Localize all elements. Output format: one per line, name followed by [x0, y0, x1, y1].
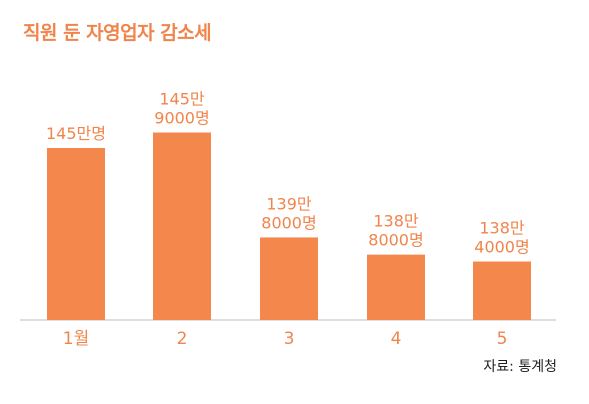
data-label-5-line-2: 4000명	[474, 238, 529, 257]
bar-5	[473, 261, 531, 320]
source-note: 자료: 통계청	[483, 359, 557, 375]
x-tick-label-5: 5	[497, 329, 508, 349]
data-label-5-line-1: 138만	[479, 219, 525, 238]
x-tick-label-1: 1월	[63, 329, 89, 349]
x-tick-label-2: 2	[177, 329, 188, 349]
data-label-3-line-1: 139만	[266, 194, 312, 213]
data-label-2-line-1: 145만	[159, 90, 205, 109]
data-label-1-line-1: 145만명	[46, 124, 106, 143]
data-label-2-line-2: 9000명	[154, 109, 209, 128]
data-label-4-line-2: 8000명	[368, 231, 423, 250]
data-label-4-line-1: 138만	[373, 212, 419, 231]
bar-3	[260, 237, 318, 320]
chart-title: 직원 둔 자영업자 감소세	[23, 22, 212, 44]
x-tick-label-3: 3	[284, 329, 295, 349]
bar-2	[153, 132, 211, 320]
bar-1	[47, 148, 105, 320]
bar-4	[367, 254, 425, 320]
x-tick-label-4: 4	[391, 329, 402, 349]
data-label-3-line-2: 8000명	[261, 213, 316, 232]
